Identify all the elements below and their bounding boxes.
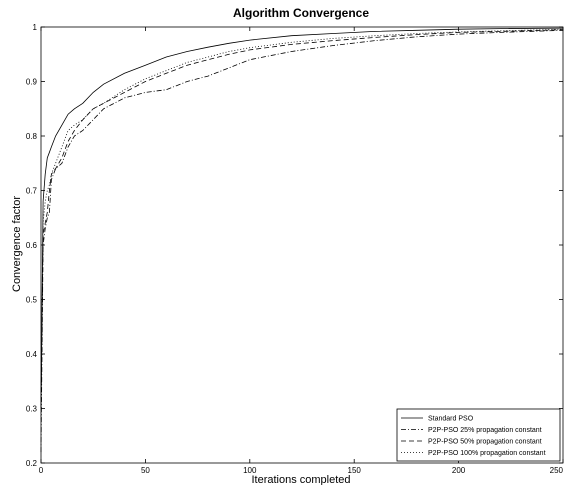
legend-label-4: P2P-PSO 100% propagation constant: [428, 450, 546, 457]
y-tick-label: 0.4: [26, 350, 38, 359]
chart-title: Algorithm Convergence: [233, 6, 369, 20]
y-tick-label: 1: [33, 23, 38, 32]
y-axis: 0.2 0.3 0.4 0.5 0.6 0.7 0.8 0.9 1: [26, 23, 563, 468]
y-tick-label: 0.3: [26, 405, 38, 414]
plot-frame: [40, 26, 564, 464]
legend-box: [396, 408, 561, 462]
x-tick-label: 150: [348, 466, 362, 475]
legend: Standard PSO P2P-PSO 25% propagation cons…: [396, 408, 561, 462]
plot-area: [40, 26, 564, 464]
y-tick-label: 0.5: [26, 296, 38, 305]
y-tick-label: 0.9: [26, 78, 38, 87]
legend-label-1: Standard PSO: [428, 416, 474, 423]
y-tick-label: 0.2: [26, 459, 38, 468]
x-tick-label: 100: [243, 466, 257, 475]
x-tick-label: 0: [39, 466, 44, 475]
y-tick-label: 0.7: [26, 187, 38, 196]
series-line-2: [40, 29, 564, 453]
y-axis-label: Convergence factor: [11, 196, 23, 292]
x-tick-label: 250: [550, 466, 564, 475]
y-tick-label: 0.8: [26, 132, 38, 141]
x-tick-label: 200: [452, 466, 466, 475]
series-line-3: [40, 29, 564, 409]
y-tick-label: 0.6: [26, 241, 38, 250]
legend-label-2: P2P-PSO 25% propagation constant: [428, 427, 542, 434]
legend-label-3: P2P-PSO 50% propagation constant: [428, 439, 542, 446]
series-layer: [40, 27, 564, 453]
series-line-1: [40, 27, 564, 409]
x-axis-label: Iterations completed: [251, 474, 350, 485]
x-tick-label: 50: [141, 466, 150, 475]
